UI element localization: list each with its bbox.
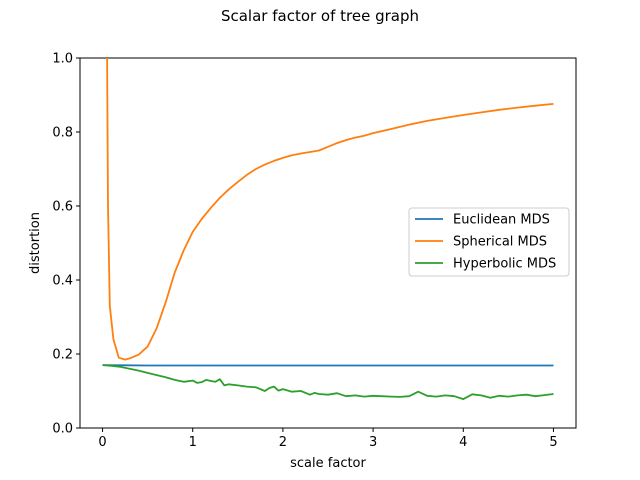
series-layer	[102, 58, 554, 401]
y-axis-label: distortion	[28, 212, 43, 274]
y-tick-label: 0.6	[52, 200, 73, 215]
axes-layer: 0 1 2 3 4 5 0.0 0.2 0.4 0.6 0.8 1.0	[52, 52, 557, 451]
legend-label: Hyperbolic MDS	[453, 257, 556, 272]
legend-label: Euclidean MDS	[453, 213, 550, 228]
x-axis-label: scale factor	[290, 456, 366, 471]
chart-title: Scalar factor of tree graph	[221, 7, 419, 25]
series-line-hyperbolic-mds	[102, 364, 554, 401]
x-tick-label: 1	[189, 435, 197, 450]
legend-box	[408, 207, 570, 277]
y-tick-label: 1.0	[52, 52, 73, 67]
x-tick-label: 2	[279, 435, 287, 450]
series-line-spherical-mds	[106, 58, 554, 361]
x-tick-label: 3	[369, 435, 377, 450]
x-tick-label: 0	[98, 435, 106, 450]
y-tick-label: 0.4	[52, 274, 73, 289]
legend: Euclidean MDS Spherical MDS Hyperbolic MDS	[408, 207, 570, 277]
y-tick-label: 0.2	[52, 348, 73, 363]
x-tick-label: 4	[459, 435, 467, 450]
y-tick-label: 0.0	[52, 422, 73, 437]
plot-area-frame	[79, 57, 577, 429]
legend-label: Spherical MDS	[453, 235, 547, 250]
y-tick-label: 0.8	[52, 126, 73, 141]
x-tick-label: 5	[549, 435, 557, 450]
